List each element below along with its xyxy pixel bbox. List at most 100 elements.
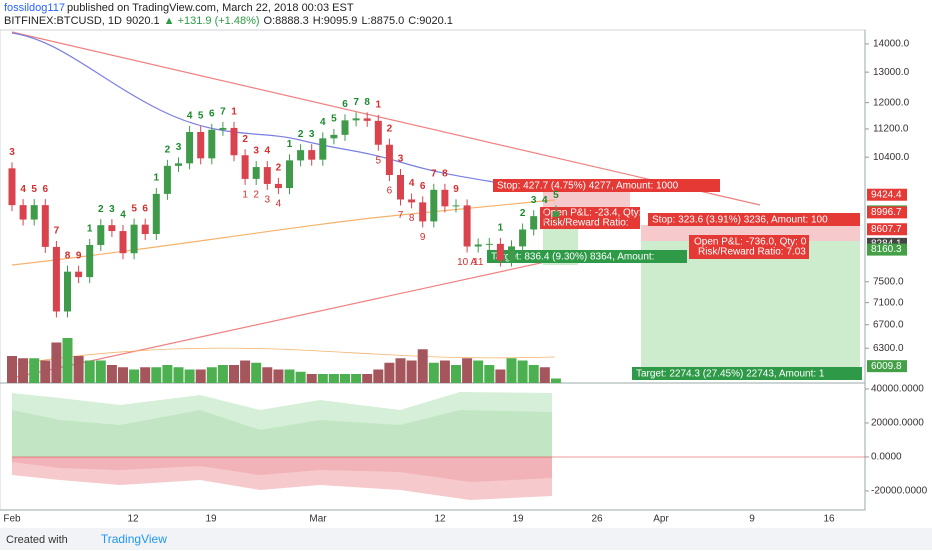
volume-bar	[129, 369, 140, 383]
volume-bar	[284, 369, 295, 383]
volume-bar	[439, 360, 450, 383]
td-count: 1	[287, 139, 293, 150]
footer: Created with TradingView	[0, 528, 932, 550]
candle-body	[152, 193, 160, 235]
x-tick-label: 26	[591, 514, 603, 525]
brand[interactable]: TradingView	[100, 532, 167, 546]
last-price: 9020.1	[125, 15, 160, 27]
candle-body	[52, 246, 60, 312]
candle-body	[541, 216, 549, 218]
volume-bar	[295, 371, 306, 383]
td-count: 9	[453, 184, 459, 195]
open: O:8888.3	[263, 15, 309, 27]
chart: Stop: 427.7 (4.75%) 4277, Amount: 1000 O…	[0, 29, 928, 525]
td-count: 1	[87, 224, 93, 235]
td-count: 2	[242, 134, 248, 145]
trendline	[11, 31, 761, 206]
price-label: 8160.3	[871, 244, 902, 255]
oscillator-negative-inner	[12, 457, 552, 482]
volume-bar	[550, 378, 561, 383]
symbol: BITFINEX:BTCUSD, 1D	[4, 15, 122, 27]
volume-bar	[73, 356, 84, 383]
candle-body	[286, 160, 293, 189]
td-count: 5	[31, 184, 37, 195]
volume-bar	[351, 374, 362, 383]
td-count: 8	[442, 168, 448, 179]
td-count: 2	[276, 163, 282, 174]
candle-body	[408, 199, 416, 203]
volume-bar	[517, 360, 528, 383]
author[interactable]: fossildog117	[4, 2, 65, 14]
x-tick-label: 19	[205, 514, 217, 525]
y-tick-label: 7100.0	[873, 297, 904, 308]
volume-bar	[18, 358, 29, 383]
td-count: 7	[54, 226, 60, 237]
candle-body	[330, 134, 338, 139]
candle-body	[496, 243, 504, 261]
volume-bar	[384, 362, 395, 383]
candle-body	[452, 205, 460, 207]
volume-bar	[406, 360, 417, 383]
td-count: 7	[398, 210, 404, 221]
volume-bar	[251, 362, 262, 383]
td-count: 5	[331, 113, 337, 124]
td-count: 6	[420, 181, 426, 192]
y-tick-label: 6700.0	[873, 319, 904, 330]
candle-body	[530, 216, 538, 230]
price-label-box	[867, 243, 907, 256]
candle-body	[119, 231, 127, 254]
td-count: 4	[20, 184, 26, 195]
td-count: 3	[265, 195, 271, 206]
candle-body	[252, 167, 260, 179]
created-with: Created with	[6, 534, 68, 546]
target-label: Target: 836.4 (9.30%) 8364, Amount:	[491, 252, 654, 263]
y-tick-label: 7500.0	[873, 276, 904, 287]
price-label-box	[867, 188, 907, 201]
td-count: 1	[242, 190, 248, 201]
td-count: 2	[520, 208, 526, 219]
symbol-line: BITFINEX:BTCUSD, 1D 9020.1 ▲ +131.9 (+1.48…	[4, 15, 457, 28]
td-count: 2	[387, 123, 393, 134]
label-box	[487, 250, 687, 263]
rr-label: Risk/Reward Ratio: 7.03	[698, 247, 806, 258]
td-count: 2	[165, 144, 171, 155]
oscillator-positive-inner	[12, 410, 552, 457]
td-count: 4	[320, 117, 326, 128]
candle-body	[197, 132, 205, 159]
volume-bar	[84, 360, 95, 383]
td-count: 1	[376, 99, 382, 110]
volume-bar	[373, 369, 384, 383]
candle-body	[341, 120, 349, 135]
moving-average	[11, 32, 501, 184]
td-count: 3	[9, 147, 15, 158]
x-tick-label: 12	[434, 514, 446, 525]
volume-bar	[428, 362, 439, 383]
candle-body	[241, 155, 249, 179]
volume-bar	[217, 365, 228, 383]
low: L:8875.0	[361, 15, 405, 27]
candle-body	[552, 211, 560, 217]
volume-bar	[484, 365, 495, 383]
stop-label: Stop: 427.7 (4.75%) 4277, Amount: 1000	[497, 181, 679, 192]
volume-bar	[173, 367, 184, 383]
td-count: 2	[253, 190, 259, 201]
td-count: 6	[142, 203, 148, 214]
pnl-label: Open P&L: -23.4, Qty: 0	[543, 208, 650, 219]
td-count: 4	[265, 146, 271, 157]
volume-bar	[262, 367, 273, 383]
volume-bar	[462, 358, 473, 383]
volume-bar	[51, 342, 62, 383]
y-tick-label: 0.0000	[871, 452, 902, 463]
publish-line: fossildog117 published on TradingView.com…	[4, 2, 457, 15]
price-label-box	[867, 360, 907, 373]
candle-body	[219, 127, 227, 130]
volume-bar	[317, 374, 328, 383]
td-count: 4	[542, 195, 548, 206]
candle-body	[397, 174, 404, 200]
candle-body	[263, 167, 271, 184]
td-count: 2	[98, 204, 104, 215]
y-tick-label: -20000.0000	[871, 486, 928, 497]
td-count: 4	[409, 178, 415, 189]
candle-body	[75, 271, 83, 278]
volume-bar	[140, 367, 151, 383]
